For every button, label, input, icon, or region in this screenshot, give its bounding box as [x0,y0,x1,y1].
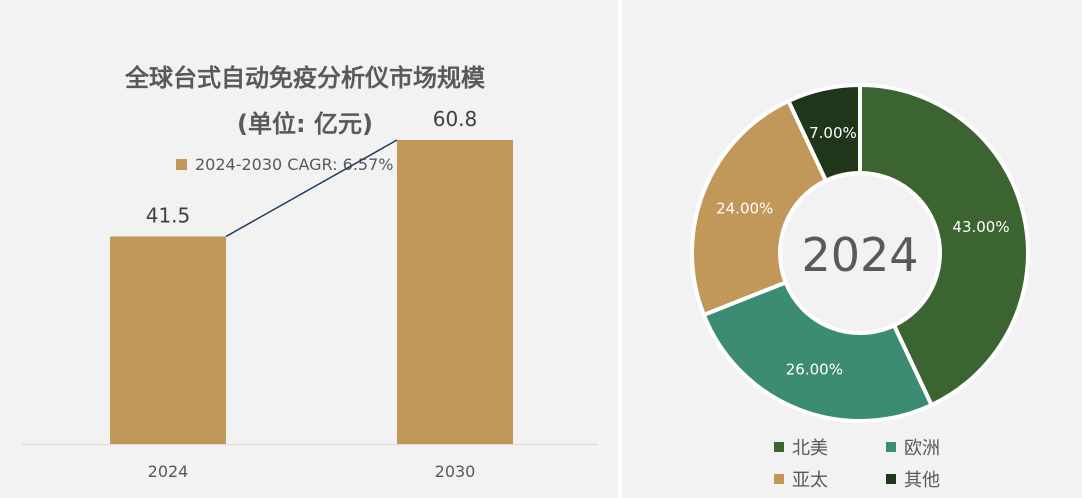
bar-chart-panel: 全球台式自动免疫分析仪市场规模 (单位: 亿元) 2024-2030 CAGR:… [0,0,618,498]
bar-2024 [110,236,226,444]
bar-chart-plot: 41.5 2024 60.8 2030 [22,107,598,481]
donut-legend-swatch [774,474,784,484]
donut-legend-label: 其他 [904,470,940,491]
bar-value-label: 41.5 [146,204,191,228]
donut-legend-label: 欧洲 [904,438,940,459]
donut-slice-label: 26.00% [786,360,843,378]
donut-slice-其他 [785,82,862,184]
chart-subtitle: (单位: 亿元) [237,110,373,138]
donut-legend-swatch [774,442,784,452]
bar-legend-swatch [176,159,187,170]
donut-chart-plot: 43.00% 26.00% 24.00% 7.00% 2024 [690,82,1030,423]
donut-legend-item: 其他 [886,466,998,492]
donut-legend-label: 亚太 [792,470,828,491]
x-tick-label: 2024 [148,462,189,481]
donut-legend-item: 亚太 [774,466,886,492]
bar-value-label: 60.8 [433,107,478,131]
donut-slice-label: 7.00% [809,124,857,142]
donut-chart-panel: 43.00% 26.00% 24.00% 7.00% 2024 北美 欧洲亚太 其他 [622,0,1082,498]
donut-legend-item: 北美 [774,434,886,460]
donut-slice-label: 43.00% [952,218,1009,236]
chart-title: 全球台式自动免疫分析仪市场规模 [125,64,485,92]
bar-2030 [397,140,513,444]
donut-legend-item: 欧洲 [886,434,998,460]
cagr-connector-line [225,139,398,238]
donut-slice-北美 [858,82,1030,408]
donut-slice-label: 24.00% [716,199,773,217]
donut-legend-swatch [886,474,896,484]
donut-legend-swatch [886,442,896,452]
donut-slice-亚太 [690,98,829,318]
donut-center-label: 2024 [801,228,918,282]
donut-legend-label: 北美 [792,438,828,459]
donut-slice-欧洲 [701,279,935,423]
x-tick-label: 2030 [435,462,476,481]
donut-legend: 北美 欧洲亚太 其他 [774,434,998,492]
